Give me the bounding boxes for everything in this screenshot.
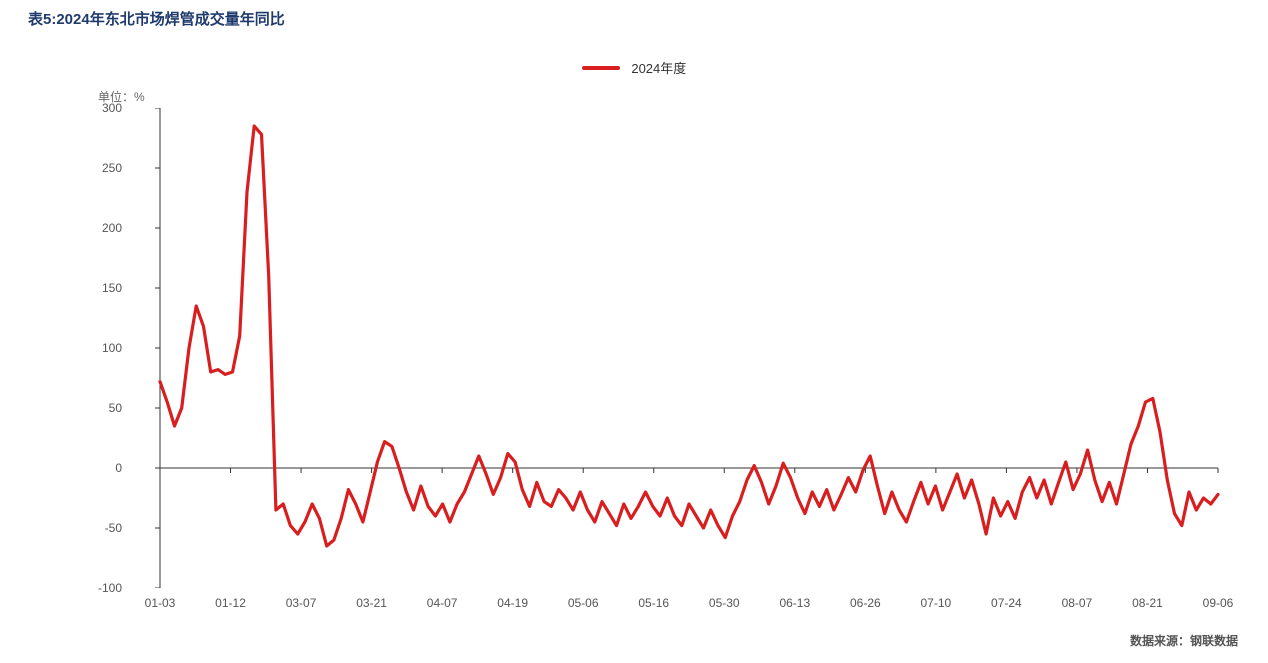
chart-area: 01-0301-1203-0703-2104-0704-1905-0605-16… [58,108,1228,588]
x-tick-label: 07-10 [921,596,952,610]
x-tick-label: 06-26 [850,596,881,610]
y-tick-label: 300 [58,101,122,115]
x-tick-label: 01-12 [215,596,246,610]
legend-swatch [582,66,620,70]
plot-area: 01-0301-1203-0703-2104-0704-1905-0605-16… [130,108,1228,588]
data-source-label: 数据来源：钢联数据 [1130,632,1238,649]
x-tick-label: 07-24 [991,596,1022,610]
legend-label: 2024年度 [631,61,686,76]
chart-legend: 2024年度 [0,58,1268,77]
x-tick-label: 04-07 [427,596,458,610]
x-tick-label: 08-07 [1062,596,1093,610]
x-tick-label: 04-19 [497,596,528,610]
y-tick-label: 250 [58,161,122,175]
x-tick-label: 05-30 [709,596,740,610]
x-tick-label: 01-03 [145,596,176,610]
x-tick-label: 06-13 [779,596,810,610]
y-tick-label: 100 [58,341,122,355]
chart-title: 表5:2024年东北市场焊管成交量年同比 [28,8,285,29]
y-tick-label: -50 [58,521,122,535]
x-tick-label: 08-21 [1132,596,1163,610]
y-tick-label: 150 [58,281,122,295]
x-tick-label: 05-16 [638,596,669,610]
y-tick-label: 0 [58,461,122,475]
y-tick-label: 50 [58,401,122,415]
x-tick-label: 03-07 [286,596,317,610]
line-chart-svg [130,108,1228,588]
x-tick-label: 05-06 [568,596,599,610]
x-tick-label: 09-06 [1203,596,1234,610]
y-tick-label: 200 [58,221,122,235]
x-tick-label: 03-21 [356,596,387,610]
y-tick-label: -100 [58,581,122,595]
